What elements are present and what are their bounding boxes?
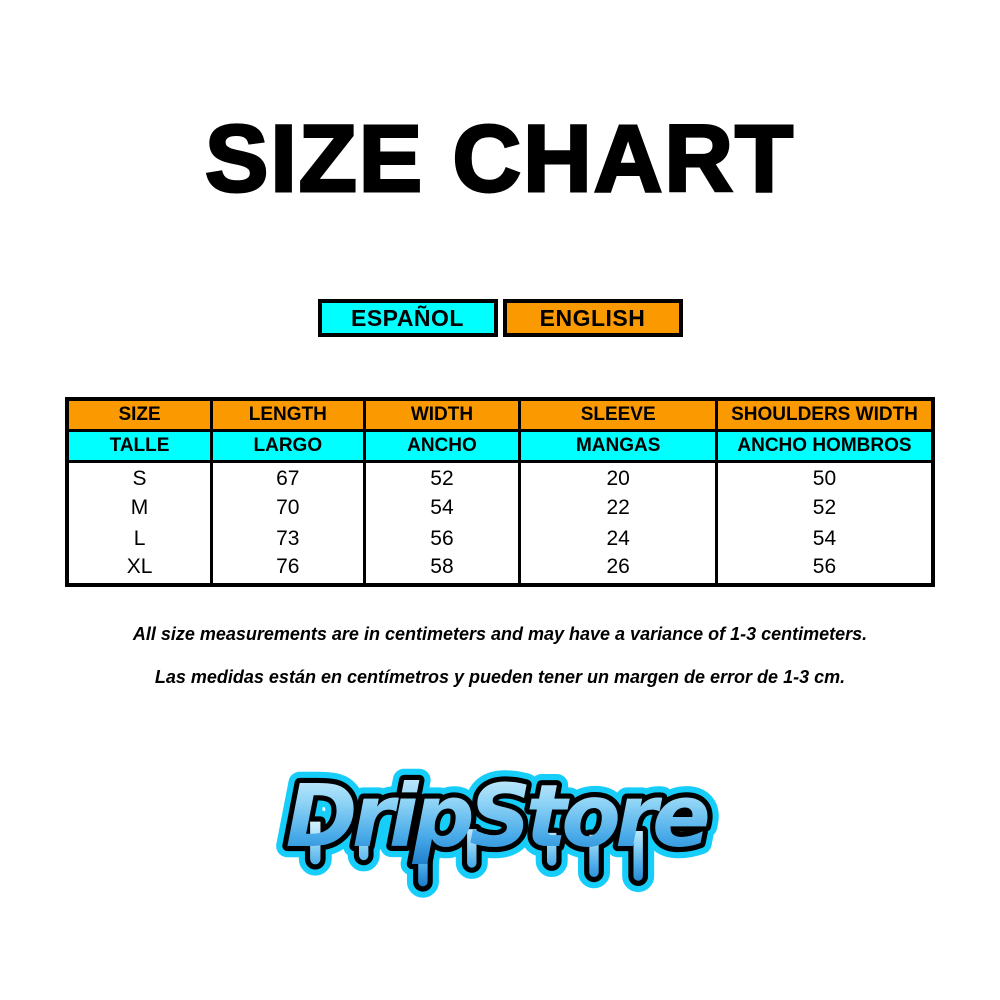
table-row-m: M 70 54 22 52 — [65, 492, 935, 523]
dripstore-logo-graphic: DripStore DripStore DripStore — [274, 756, 725, 898]
cell-width: 52 — [362, 461, 522, 492]
language-tabs: ESPAÑOL ENGLISH — [317, 299, 683, 337]
cell-length: 70 — [210, 492, 366, 523]
brand-logo: DripStore DripStore DripStore — [265, 748, 735, 918]
header-row-spanish: TALLE LARGO ANCHO MANGAS ANCHO HOMBROS — [65, 428, 935, 463]
header-talle: TALLE — [65, 428, 214, 463]
header-mangas: MANGAS — [518, 428, 718, 463]
page-title: SIZE CHART — [204, 106, 795, 212]
cell-length: 76 — [210, 554, 366, 585]
logo-text: DripStore — [286, 767, 708, 867]
cell-size: XL — [65, 554, 214, 585]
cell-sleeve: 22 — [518, 492, 718, 523]
header-length: LENGTH — [210, 397, 366, 432]
header-ancho-hombros: ANCHO HOMBROS — [714, 428, 935, 463]
tab-espanol[interactable]: ESPAÑOL — [317, 299, 498, 337]
cell-size: M — [65, 492, 214, 523]
disclaimer-spanish: Las medidas están en centímetros y puede… — [154, 667, 846, 687]
table-row-l: L 73 56 24 54 — [65, 523, 935, 554]
header-width: WIDTH — [362, 397, 522, 432]
cell-shoulders: 56 — [714, 554, 935, 585]
cell-sleeve: 26 — [518, 554, 718, 585]
cell-width: 56 — [362, 523, 522, 554]
cell-width: 58 — [362, 554, 522, 585]
size-table: SIZE LENGTH WIDTH SLEEVE SHOULDERS WIDTH… — [65, 397, 935, 587]
cell-length: 73 — [210, 523, 366, 554]
header-largo: LARGO — [210, 428, 366, 463]
header-sleeve: SLEEVE — [518, 397, 718, 432]
tab-english[interactable]: ENGLISH — [502, 299, 683, 337]
cell-length: 67 — [210, 461, 366, 492]
table-row-xl: XL 76 58 26 56 — [65, 554, 935, 585]
cell-size: S — [65, 461, 214, 492]
cell-sleeve: 24 — [518, 523, 718, 554]
cell-shoulders: 54 — [714, 523, 935, 554]
header-size: SIZE — [65, 397, 214, 432]
header-shoulders-width: SHOULDERS WIDTH — [714, 397, 935, 432]
cell-sleeve: 20 — [518, 461, 718, 492]
cell-shoulders: 50 — [714, 461, 935, 492]
header-ancho: ANCHO — [362, 428, 522, 463]
cell-width: 54 — [362, 492, 522, 523]
disclaimer-english: All size measurements are in centimeters… — [132, 624, 868, 644]
header-row-english: SIZE LENGTH WIDTH SLEEVE SHOULDERS WIDTH — [65, 397, 935, 432]
table-row-s: S 67 52 20 50 — [65, 461, 935, 492]
cell-shoulders: 52 — [714, 492, 935, 523]
logo-text-glow: DripStore — [286, 767, 708, 867]
cell-size: L — [65, 523, 214, 554]
